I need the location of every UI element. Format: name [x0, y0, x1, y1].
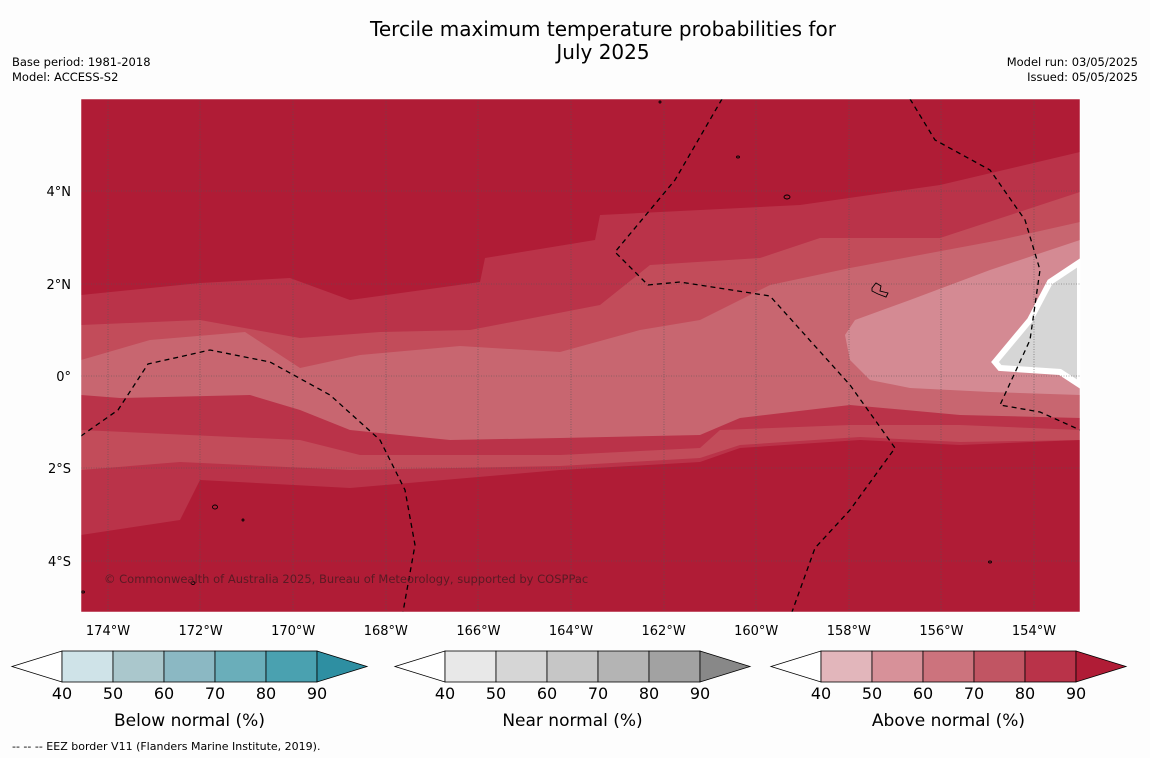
colorbar-segment: [61, 650, 114, 683]
lon-label: 160°W: [734, 624, 778, 639]
colorbar-tick: 50: [862, 684, 882, 703]
colorbar-tick: 90: [1066, 684, 1086, 703]
islands: [81, 100, 992, 594]
colorbar-tick: 90: [307, 684, 327, 703]
title-line-1: Tercile maximum temperature probabilitie…: [370, 17, 836, 41]
footnote: -- -- -- EEZ border V11 (Flanders Marine…: [12, 740, 321, 753]
colorbar-tick: 70: [205, 684, 225, 703]
colorbar-high-arrow: [699, 650, 752, 683]
lat-label: 0°: [56, 370, 71, 385]
graticule: [81, 99, 1080, 612]
colorbar-tick: 60: [154, 684, 174, 703]
eez-border-lines: [81, 99, 1080, 612]
title-line-2: July 2025: [556, 40, 650, 64]
colorbar-segment: [546, 650, 599, 683]
lon-label: 162°W: [642, 624, 686, 639]
lon-label: 166°W: [456, 624, 500, 639]
colorbar-segment: [444, 650, 497, 683]
meta-right: Model run: 03/05/2025 Issued: 05/05/2025: [1007, 55, 1138, 85]
lon-label: 172°W: [179, 624, 223, 639]
colorbar-title: Near normal (%): [502, 711, 642, 731]
colorbar-low-arrow: [393, 650, 446, 683]
colorbar-segment: [214, 650, 267, 683]
colorbar: 40 50 60 70 80 90 Near normal (%): [393, 650, 752, 731]
probability-map: © Commonwealth of Australia 2025, Bureau…: [81, 99, 1080, 612]
colorbar-segment: [871, 650, 924, 683]
map-frame: [80, 98, 1081, 613]
colorbar-title: Above normal (%): [872, 711, 1025, 731]
latitude-labels: 4°N 2°N 0° 2°S 4°S: [47, 185, 72, 570]
colorbar-segment: [495, 650, 548, 683]
longitude-labels: 174°W 172°W 170°W 168°W 166°W 164°W 162°W 160°W…: [86, 624, 1056, 639]
colorbar-tick: 60: [913, 684, 933, 703]
colorbar-segment: [265, 650, 318, 683]
lat-label: 4°S: [48, 555, 71, 570]
colorbar-tick: 60: [537, 684, 557, 703]
lon-label: 156°W: [919, 624, 963, 639]
colorbar-tick: 90: [690, 684, 710, 703]
colorbar-tick: 70: [964, 684, 984, 703]
band-above-60-blob: [640, 370, 675, 402]
colorbar-segment: [163, 650, 216, 683]
colorbar-segment: [820, 650, 873, 683]
colorbar-tick: 50: [103, 684, 123, 703]
colorbar: 40 50 60 70 80 90 Above normal (%): [769, 650, 1128, 731]
lon-label: 170°W: [271, 624, 315, 639]
colorbar-segment: [648, 650, 701, 683]
base-period: Base period: 1981-2018: [12, 55, 151, 69]
lat-label: 4°N: [47, 185, 72, 200]
lon-label: 164°W: [549, 624, 593, 639]
colorbar-segment: [597, 650, 650, 683]
colorbar-low-arrow: [769, 650, 822, 683]
lon-label: 154°W: [1012, 624, 1056, 639]
issued-date: Issued: 05/05/2025: [1027, 70, 1138, 84]
colorbar-segment: [973, 650, 1026, 683]
model-run: Model run: 03/05/2025: [1006, 55, 1138, 69]
copyright-notice: © Commonwealth of Australia 2025, Bureau…: [104, 572, 588, 586]
colorbar-high-arrow: [1075, 650, 1128, 683]
colorbar-tick: 80: [639, 684, 659, 703]
colorbar-tick: 80: [256, 684, 276, 703]
lon-label: 158°W: [827, 624, 871, 639]
lon-label: 174°W: [86, 624, 130, 639]
colorbar-tick: 40: [435, 684, 455, 703]
colorbar: 40 50 60 70 80 90 Below normal (%): [10, 650, 369, 731]
band-near-normal: [991, 258, 1080, 389]
colorbar-tick: 70: [588, 684, 608, 703]
map-title: Tercile maximum temperature probabilitie…: [0, 18, 1150, 64]
colorbar-segment: [1024, 650, 1077, 683]
model-name: Model: ACCESS-S2: [12, 70, 119, 84]
meta-left: Base period: 1981-2018 Model: ACCESS-S2: [12, 55, 151, 85]
colorbar-tick: 80: [1015, 684, 1035, 703]
colorbar-low-arrow: [10, 650, 63, 683]
colorbar-tick: 40: [811, 684, 831, 703]
colorbar-high-arrow: [316, 650, 369, 683]
colorbar-segment: [112, 650, 165, 683]
lat-label: 2°S: [48, 462, 71, 477]
colorbar-title: Below normal (%): [114, 711, 265, 731]
lat-label: 2°N: [47, 278, 72, 293]
lon-label: 168°W: [364, 624, 408, 639]
band-above-70-lower: [81, 425, 1080, 470]
band-above-90-lower: [81, 440, 1080, 612]
colorbar-legends: 40 50 60 70 80 90 Below normal (%) 40 50 60 70 80 90…: [10, 650, 1128, 731]
colorbar-tick: 40: [52, 684, 72, 703]
colorbar-tick: 50: [486, 684, 506, 703]
colorbar-segment: [922, 650, 975, 683]
